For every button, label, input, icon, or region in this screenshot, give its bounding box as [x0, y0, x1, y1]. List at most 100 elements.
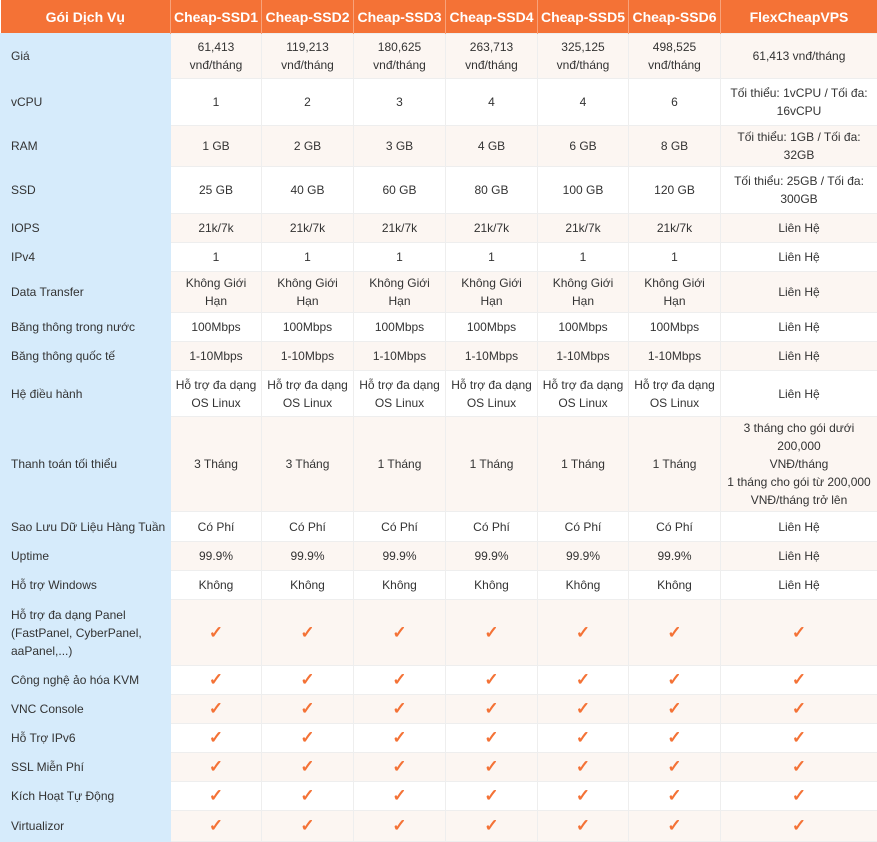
- check-icon: ✓: [629, 666, 721, 695]
- check-icon: ✓: [538, 666, 629, 695]
- table-cell: 1: [171, 79, 262, 126]
- table-cell: 99.9%: [629, 542, 721, 571]
- column-header: FlexCheapVPS: [721, 0, 877, 34]
- table-cell: 1-10Mbps: [446, 342, 538, 371]
- table-cell: 21k/7k: [629, 214, 721, 243]
- check-icon: ✓: [262, 695, 354, 724]
- check-icon: ✓: [446, 782, 538, 811]
- table-cell: 1: [538, 243, 629, 272]
- check-icon: ✓: [538, 753, 629, 782]
- table-cell: 1-10Mbps: [262, 342, 354, 371]
- row-label: SSD: [1, 167, 171, 214]
- table-cell: 1: [262, 243, 354, 272]
- check-icon: ✓: [538, 811, 629, 842]
- check-icon: ✓: [354, 811, 446, 842]
- row-label: IPv4: [1, 243, 171, 272]
- row-label: Data Transfer: [1, 272, 171, 313]
- table-cell: 8 GB: [629, 126, 721, 167]
- table-cell: 100 GB: [538, 167, 629, 214]
- check-icon: ✓: [171, 724, 262, 753]
- table-cell: Có Phí: [446, 512, 538, 542]
- check-icon: ✓: [354, 666, 446, 695]
- table-cell: 1 Tháng: [538, 417, 629, 512]
- table-cell: Không Giới Hạn: [354, 272, 446, 313]
- table-cell: 3 tháng cho gói dưới 200,000 VNĐ/tháng 1…: [721, 417, 877, 512]
- check-icon: ✓: [629, 753, 721, 782]
- table-cell: 99.9%: [171, 542, 262, 571]
- table-row: Kích Hoạt Tự Động✓✓✓✓✓✓✓: [1, 782, 877, 811]
- check-icon: ✓: [171, 811, 262, 842]
- table-cell: Không: [629, 571, 721, 600]
- table-row: SSL Miễn Phí✓✓✓✓✓✓✓: [1, 753, 877, 782]
- table-row: VNC Console✓✓✓✓✓✓✓: [1, 695, 877, 724]
- check-icon: ✓: [629, 695, 721, 724]
- row-label: SSL Miễn Phí: [1, 753, 171, 782]
- table-cell: Liên Hệ: [721, 313, 877, 342]
- table-cell: Có Phí: [538, 512, 629, 542]
- table-cell: 1 Tháng: [629, 417, 721, 512]
- column-header: Cheap-SSD2: [262, 0, 354, 34]
- table-cell: 1-10Mbps: [171, 342, 262, 371]
- table-cell: 99.9%: [354, 542, 446, 571]
- check-icon: ✓: [171, 600, 262, 666]
- check-icon: ✓: [171, 666, 262, 695]
- table-cell: 99.9%: [538, 542, 629, 571]
- table-cell: 2: [262, 79, 354, 126]
- table-cell: 21k/7k: [171, 214, 262, 243]
- table-cell: 100Mbps: [262, 313, 354, 342]
- check-icon: ✓: [262, 811, 354, 842]
- row-label: IOPS: [1, 214, 171, 243]
- table-cell: 21k/7k: [446, 214, 538, 243]
- table-cell: 1 Tháng: [354, 417, 446, 512]
- row-label: Hỗ Trợ IPv6: [1, 724, 171, 753]
- row-label: Công nghệ ảo hóa KVM: [1, 666, 171, 695]
- table-cell: Hỗ trợ đa dạng OS Linux: [446, 371, 538, 417]
- table-cell: 1: [446, 243, 538, 272]
- table-cell: 1: [629, 243, 721, 272]
- check-icon: ✓: [262, 753, 354, 782]
- row-label: Hỗ trợ đa dạng Panel (FastPanel, CyberPa…: [1, 600, 171, 666]
- table-cell: 3 Tháng: [262, 417, 354, 512]
- table-cell: 3: [354, 79, 446, 126]
- table-cell: 100Mbps: [354, 313, 446, 342]
- table-cell: 6 GB: [538, 126, 629, 167]
- check-icon: ✓: [538, 600, 629, 666]
- row-label: vCPU: [1, 79, 171, 126]
- column-header: Cheap-SSD6: [629, 0, 721, 34]
- table-cell: 21k/7k: [354, 214, 446, 243]
- table-cell: Liên Hệ: [721, 342, 877, 371]
- table-cell: Không Giới Hạn: [262, 272, 354, 313]
- table-cell: Có Phí: [629, 512, 721, 542]
- table-cell: Tối thiểu: 25GB / Tối đa: 300GB: [721, 167, 877, 214]
- table-cell: Liên Hệ: [721, 571, 877, 600]
- check-icon: ✓: [629, 600, 721, 666]
- table-cell: Liên Hệ: [721, 243, 877, 272]
- check-icon: ✓: [354, 782, 446, 811]
- column-header: Cheap-SSD4: [446, 0, 538, 34]
- check-icon: ✓: [446, 724, 538, 753]
- table-cell: Không: [171, 571, 262, 600]
- check-icon: ✓: [446, 811, 538, 842]
- table-cell: Liên Hệ: [721, 542, 877, 571]
- check-icon: ✓: [354, 724, 446, 753]
- table-cell: 1: [354, 243, 446, 272]
- table-cell: 1-10Mbps: [538, 342, 629, 371]
- table-cell: 80 GB: [446, 167, 538, 214]
- column-header: Cheap-SSD5: [538, 0, 629, 34]
- table-cell: Hỗ trợ đa dạng OS Linux: [262, 371, 354, 417]
- table-cell: 498,525 vnđ/tháng: [629, 34, 721, 79]
- table-cell: Không Giới Hạn: [171, 272, 262, 313]
- table-cell: Không Giới Hạn: [538, 272, 629, 313]
- table-cell: 6: [629, 79, 721, 126]
- table-cell: 120 GB: [629, 167, 721, 214]
- table-cell: 4: [446, 79, 538, 126]
- table-cell: 100Mbps: [446, 313, 538, 342]
- table-row: Công nghệ ảo hóa KVM✓✓✓✓✓✓✓: [1, 666, 877, 695]
